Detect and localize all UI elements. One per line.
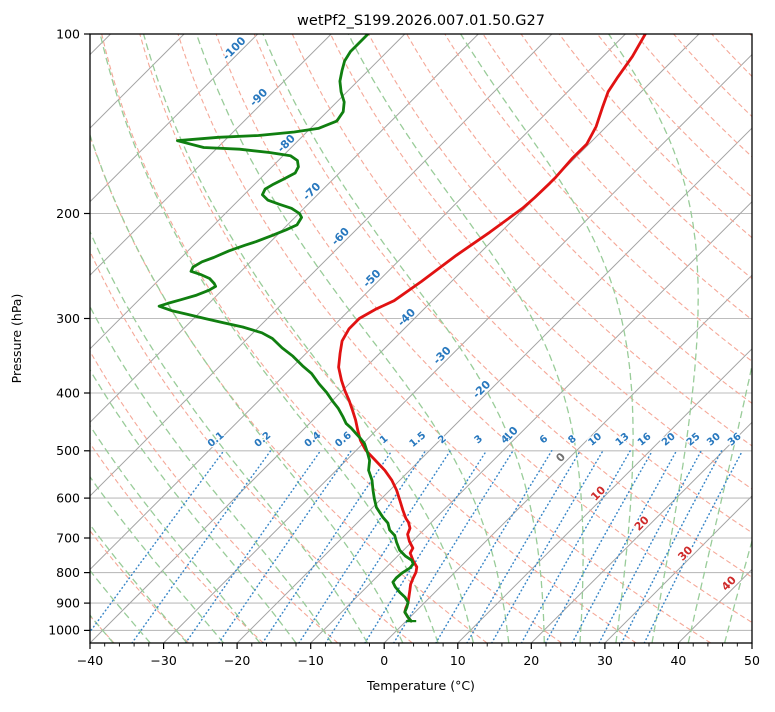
mixing-ratio-label-0.1: 0.1 <box>206 430 227 450</box>
y-tick-label-900: 900 <box>56 595 80 610</box>
mixing-ratio-label-0.6: 0.6 <box>333 430 354 450</box>
isotherm-label--100: -100 <box>220 34 249 63</box>
x-tick-label--40: −40 <box>77 653 103 668</box>
dry-adiabat-0 <box>26 34 413 643</box>
mixing-ratio-line-0.6 <box>219 451 351 643</box>
x-tick-label--10: −10 <box>298 653 324 668</box>
moist-adiabat--30 <box>0 34 187 643</box>
moist-adiabat-45 <box>725 34 775 643</box>
dry-adiabat-120 <box>483 34 775 643</box>
dry-adiabat--10 <box>0 34 338 643</box>
mixing-ratio-line-20 <box>572 451 676 643</box>
isotherm-label-20: 20 <box>632 513 652 533</box>
isotherm-10 <box>458 34 775 643</box>
isotherm-label--70: -70 <box>300 180 323 203</box>
dry-adiabat--30 <box>0 34 189 643</box>
mixing-ratio-line-2 <box>326 451 451 643</box>
x-tick-label-20: 20 <box>523 653 539 668</box>
y-tick-label-1000: 1000 <box>48 623 80 638</box>
isotherm-label-10: 10 <box>588 483 608 503</box>
mixing-ratio-label-10: 10 <box>586 431 604 448</box>
dry-adiabat-110 <box>445 34 775 643</box>
dry-adiabat-190 <box>750 34 775 643</box>
y-tick-label-600: 600 <box>56 490 80 505</box>
dry-adiabat-130 <box>521 34 775 643</box>
moist-adiabat--20 <box>0 34 260 643</box>
temperature-curve <box>339 34 646 621</box>
chart-title: wetPf2_S199.2026.007.01.50.G27 <box>297 13 545 29</box>
x-axis-label: Temperature (°C) <box>366 678 475 693</box>
isotherm-label--90: -90 <box>247 86 270 109</box>
mixing-ratio-label-2: 2 <box>436 433 448 446</box>
mixing-ratio-label-1: 1 <box>378 433 390 446</box>
moist-adiabat--5 <box>33 34 368 643</box>
moist-adiabat--10 <box>5 34 332 643</box>
mixing-ratio-label-6: 6 <box>538 433 550 446</box>
moist-adiabat-40 <box>688 34 775 643</box>
x-tick-label-50: 50 <box>744 653 760 668</box>
x-tick-label--30: −30 <box>150 653 176 668</box>
axis-ticks <box>84 34 752 649</box>
isotherm-label--50: -50 <box>360 267 383 290</box>
y-tick-label-500: 500 <box>56 443 80 458</box>
y-tick-label-300: 300 <box>56 311 80 326</box>
isotherm-label-40: 40 <box>719 573 739 593</box>
y-tick-label-700: 700 <box>56 530 80 545</box>
isotherm--90 <box>0 34 331 643</box>
temperature-profile-line <box>339 34 646 621</box>
mixing-ratio-line-3 <box>365 451 487 643</box>
mixing-ratio-label-1.5: 1.5 <box>408 430 429 450</box>
isotherm-label-0: 0 <box>553 450 568 465</box>
y-tick-label-100: 100 <box>56 26 80 41</box>
y-axis-label: Pressure (hPa) <box>9 294 24 384</box>
dewpoint-profile-line <box>159 34 413 621</box>
mixing-ratio-label-3: 3 <box>473 433 485 446</box>
isotherm-label--40: -40 <box>395 306 418 329</box>
dry-adiabat-100 <box>407 34 775 643</box>
mixing-ratio-label-8: 8 <box>566 433 578 446</box>
isotherm-50 <box>752 34 775 643</box>
isotherm-lines <box>0 34 775 643</box>
x-tick-label-0: 0 <box>380 653 388 668</box>
x-tick-label-10: 10 <box>450 653 466 668</box>
isotherm-0 <box>384 34 775 643</box>
x-tick-label--20: −20 <box>224 653 250 668</box>
dry-adiabat-160 <box>636 34 775 643</box>
isotherm-label--30: -30 <box>431 344 454 367</box>
isotherm-20 <box>531 34 775 643</box>
isotherm--100 <box>0 34 258 643</box>
isobar-gridlines <box>90 214 752 631</box>
isotherm-label--60: -60 <box>329 225 352 248</box>
dry-adiabat-140 <box>559 34 775 643</box>
y-tick-label-200: 200 <box>56 206 80 221</box>
mixing-ratio-label-13: 13 <box>614 431 632 448</box>
y-tick-label-800: 800 <box>56 565 80 580</box>
mixing-ratio-label-30: 30 <box>705 431 723 448</box>
isotherm--40 <box>90 34 699 643</box>
moist-adiabat-20 <box>263 34 544 643</box>
x-tick-label-40: 40 <box>670 653 686 668</box>
x-tick-label-30: 30 <box>597 653 613 668</box>
isotherm--110 <box>0 34 184 643</box>
y-tick-label-400: 400 <box>56 385 80 400</box>
mixing-ratio-line-36 <box>644 451 742 643</box>
isotherm-label--80: -80 <box>275 132 298 155</box>
dry-adiabat-40 <box>178 34 711 643</box>
mixing-ratio-label-16: 16 <box>636 431 654 448</box>
isotherm--60 <box>0 34 552 643</box>
dry-adiabat-30 <box>140 34 636 643</box>
dry-adiabat-180 <box>712 34 775 643</box>
